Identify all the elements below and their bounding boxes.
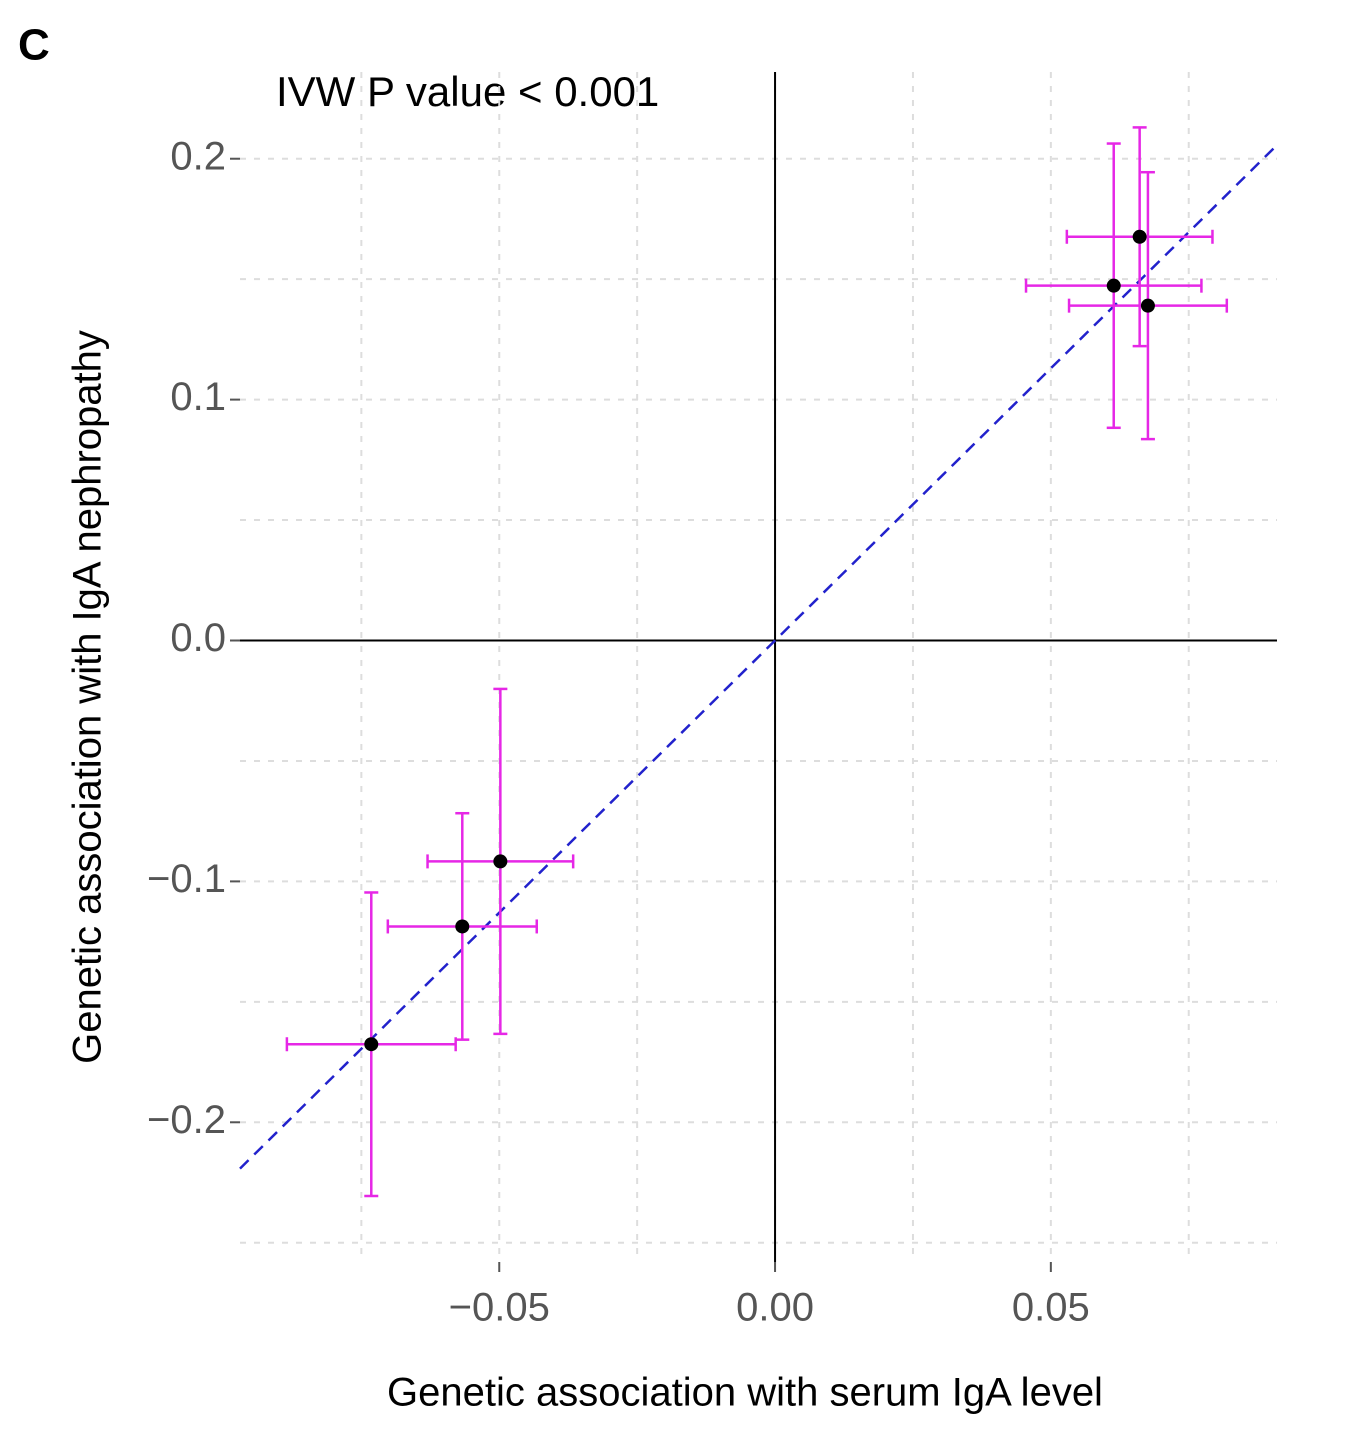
- point: [1106, 278, 1121, 293]
- y-tick-label: 0.1: [170, 375, 226, 419]
- point: [493, 854, 508, 869]
- y-tick-label: 0.0: [170, 616, 226, 660]
- point: [455, 919, 470, 934]
- y-tick-label: −0.1: [147, 857, 226, 901]
- fit-line: [239, 144, 1278, 1170]
- annotation: IVW P value < 0.001: [276, 68, 659, 115]
- point: [1140, 298, 1155, 313]
- point: [364, 1037, 379, 1052]
- y-tick-label: −0.2: [147, 1098, 226, 1142]
- x-tick-label: 0.00: [736, 1286, 814, 1330]
- y-axis-label: Genetic association with IgA nephropathy: [66, 330, 110, 1064]
- panel-label: C: [18, 21, 50, 70]
- x-tick-label: −0.05: [449, 1286, 550, 1330]
- point: [1132, 229, 1147, 244]
- y-tick-label: 0.2: [170, 134, 226, 178]
- x-axis-label: Genetic association with serum IgA level: [387, 1371, 1103, 1415]
- x-tick-label: 0.05: [1012, 1286, 1090, 1330]
